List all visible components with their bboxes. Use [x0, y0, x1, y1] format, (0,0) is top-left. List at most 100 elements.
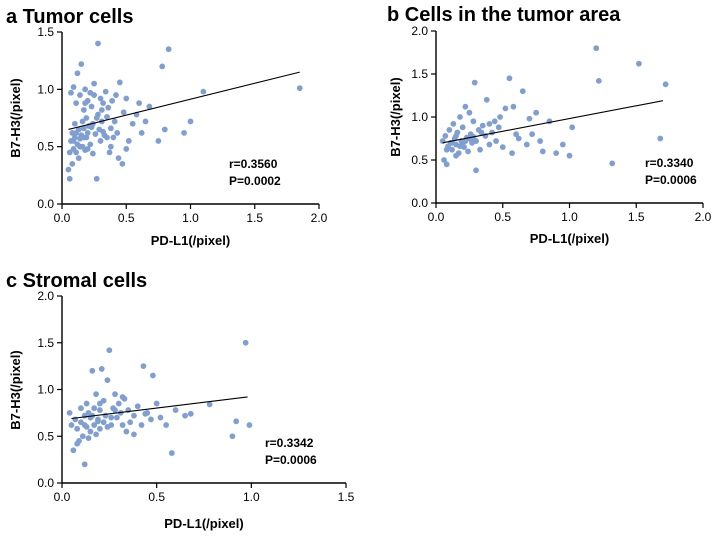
data-point: [107, 125, 114, 132]
data-point: [502, 105, 509, 112]
chart-panel-b: b Cells in the tumor area 0.0 0.5 1.0 1.5 2.0…: [387, 4, 712, 246]
data-point: [163, 422, 170, 428]
data-point: [486, 141, 493, 148]
data-point: [497, 114, 503, 120]
x-tick-label: 0.5: [118, 211, 135, 225]
data-point: [78, 405, 84, 412]
data-point: [442, 133, 449, 139]
data-point: [97, 95, 104, 102]
data-point: [80, 125, 87, 132]
data-point: [479, 122, 486, 129]
data-point: [77, 143, 83, 150]
data-point: [459, 124, 466, 131]
y-tick-label: 1.0: [37, 82, 54, 96]
data-point: [78, 61, 85, 68]
data-point: [110, 134, 117, 141]
y-tick-label: 1.5: [411, 67, 428, 81]
x-tick-label: 1.0: [561, 210, 578, 224]
y-tick-label: 1.5: [37, 336, 54, 350]
data-point: [119, 422, 126, 428]
p-value-label: P=0.0002: [229, 174, 281, 188]
data-point: [80, 134, 87, 141]
chart-title: a Tumor cells: [6, 6, 133, 28]
r-value-label: r=0.3342: [265, 436, 314, 450]
data-point: [529, 131, 536, 138]
data-point: [73, 100, 80, 106]
data-point: [165, 46, 172, 53]
data-point: [140, 363, 147, 370]
data-point: [105, 104, 112, 111]
data-point: [88, 103, 95, 110]
data-point: [114, 130, 121, 136]
data-point: [466, 109, 473, 116]
x-tick-label: 1.5: [246, 211, 263, 225]
y-tick-label: 2.0: [411, 24, 428, 38]
data-point: [113, 92, 119, 98]
data-point: [459, 142, 466, 149]
data-point: [636, 60, 642, 67]
data-point: [446, 126, 453, 133]
data-point: [75, 155, 82, 162]
data-point: [449, 146, 455, 153]
data-point: [233, 418, 240, 425]
data-point: [453, 152, 459, 159]
data-point: [74, 70, 81, 77]
data-point: [96, 425, 103, 432]
data-point: [87, 428, 94, 435]
data-point: [120, 109, 127, 116]
data-point: [242, 339, 249, 346]
data-point: [657, 135, 664, 142]
data-point: [115, 155, 122, 162]
data-point: [93, 115, 100, 121]
data-point: [131, 412, 137, 419]
data-point: [200, 88, 207, 95]
data-point: [73, 149, 80, 156]
data-point: [115, 400, 122, 407]
data-point: [68, 89, 74, 96]
data-point: [182, 412, 188, 419]
data-point: [119, 160, 126, 167]
data-point: [142, 118, 149, 125]
data-point: [100, 100, 107, 106]
data-point: [107, 143, 114, 150]
data-point: [533, 109, 540, 116]
data-point: [523, 141, 530, 148]
data-point: [71, 120, 78, 127]
data-point: [129, 120, 136, 127]
data-point: [477, 146, 483, 153]
chart-panel-c: c Stromal cells 0.0 0.5 1.0 1.5 0.0 0.5 1.0 1.5 2…: [6, 270, 355, 531]
data-point: [246, 422, 253, 428]
data-point: [104, 134, 110, 141]
data-point: [138, 422, 145, 428]
data-point: [123, 146, 130, 152]
data-point: [553, 150, 560, 157]
data-point: [70, 447, 77, 454]
data-point: [81, 422, 88, 428]
data-point: [108, 414, 115, 421]
data-point: [79, 433, 86, 440]
data-point: [443, 146, 450, 153]
regression-line: [68, 71, 300, 131]
data-point: [87, 141, 94, 148]
data-point: [73, 130, 80, 136]
data-point: [159, 63, 166, 70]
data-point: [172, 407, 179, 413]
x-tick-label: 1.0: [243, 490, 260, 504]
data-point: [486, 120, 493, 127]
data-point: [88, 124, 95, 131]
data-point: [93, 391, 99, 398]
data-point: [134, 403, 141, 410]
data-point: [462, 103, 469, 110]
y-tick-label: 2.0: [37, 289, 54, 303]
data-point: [85, 435, 92, 442]
y-tick-label: 0.5: [411, 153, 428, 167]
x-tick-label: 2.0: [695, 210, 712, 224]
data-point: [131, 431, 137, 438]
data-point: [65, 166, 72, 173]
data-point: [149, 372, 156, 379]
data-point: [510, 103, 517, 110]
data-point: [450, 120, 457, 127]
data-point: [114, 414, 120, 421]
data-point: [123, 95, 130, 102]
r-value-label: r=0.3560: [229, 157, 278, 171]
